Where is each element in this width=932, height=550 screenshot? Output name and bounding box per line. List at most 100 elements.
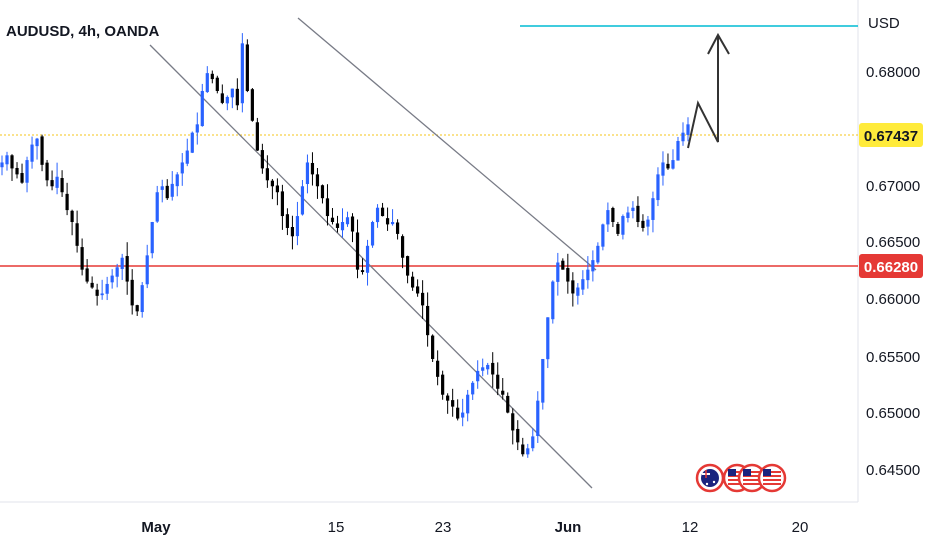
channel-upper-line[interactable] — [297, 17, 597, 271]
time-tick-label: May — [141, 519, 171, 536]
candle — [295, 201, 300, 246]
candle — [195, 112, 199, 145]
candle — [606, 202, 610, 232]
symbol-title[interactable]: AUDUSD, 4h, OANDA — [6, 23, 160, 40]
candle — [586, 256, 590, 289]
candle — [446, 393, 450, 414]
price-tags: 0.67437 0.66280 — [859, 123, 923, 278]
time-axis[interactable]: May 15 23 Jun 12 20 — [141, 519, 808, 536]
candle — [60, 170, 64, 197]
support-price-tag: 0.66280 — [859, 254, 923, 278]
channel-lower-line[interactable] — [149, 44, 593, 489]
price-axis[interactable]: USD 0.68000 0.67000 0.66500 0.66000 0.65500 0… — [866, 15, 920, 479]
candle — [5, 151, 9, 171]
candle — [0, 155, 4, 176]
candle — [511, 408, 515, 445]
candle — [15, 162, 19, 179]
candle — [205, 66, 209, 93]
candle — [451, 388, 455, 417]
candle — [556, 252, 560, 296]
price-tick-label: 0.64500 — [866, 462, 920, 479]
candle — [410, 271, 415, 291]
candle — [185, 138, 189, 167]
candle — [75, 210, 79, 253]
price-tick-label: 0.66000 — [866, 291, 920, 308]
candle — [636, 196, 640, 228]
candle — [666, 153, 670, 170]
candle — [481, 358, 485, 377]
candle — [486, 362, 490, 375]
price-tick-label: 0.67000 — [866, 178, 920, 195]
current-price-tag: 0.67437 — [859, 123, 923, 147]
candle — [611, 206, 615, 228]
usa-flag-icon[interactable] — [737, 463, 767, 493]
candle — [250, 87, 254, 122]
candle — [260, 143, 264, 174]
candle — [95, 283, 99, 306]
candle — [370, 220, 375, 248]
candle — [70, 209, 74, 236]
candle — [100, 279, 104, 300]
australia-flag-icon[interactable] — [695, 463, 725, 493]
descending-channel[interactable] — [149, 17, 597, 489]
candle — [641, 214, 645, 232]
candle — [626, 206, 630, 223]
support-price-label: 0.66280 — [864, 259, 918, 276]
candle — [170, 171, 174, 201]
candle — [671, 149, 675, 170]
candle — [110, 269, 114, 289]
candle — [385, 207, 390, 231]
time-tick-label: 15 — [328, 519, 345, 536]
candle — [125, 242, 129, 295]
candle — [235, 78, 239, 111]
candle — [30, 136, 34, 169]
candle — [551, 280, 555, 324]
projection-arrow[interactable] — [687, 32, 730, 149]
candle — [240, 33, 244, 113]
projection-path — [687, 35, 719, 149]
candle — [345, 211, 350, 227]
candle — [541, 358, 545, 410]
candle — [55, 162, 59, 195]
candle — [646, 215, 650, 236]
candle — [686, 117, 690, 142]
arrow-head — [707, 32, 730, 55]
candle — [230, 88, 234, 109]
candle — [190, 131, 194, 154]
candle — [90, 276, 94, 289]
candle — [405, 255, 410, 284]
usa-flag-icon[interactable] — [757, 463, 787, 493]
candle — [120, 253, 124, 280]
candle — [10, 154, 14, 181]
candle — [601, 223, 605, 251]
candle — [285, 208, 290, 236]
candle — [160, 179, 164, 203]
candle — [621, 214, 625, 240]
time-tick-label: 23 — [435, 519, 452, 536]
candle — [270, 178, 274, 200]
candle — [576, 283, 580, 305]
candle — [441, 370, 445, 400]
candle — [350, 213, 355, 243]
candle — [135, 304, 139, 316]
candle — [506, 392, 510, 414]
candle — [275, 178, 280, 206]
candle — [20, 163, 24, 184]
candle — [656, 167, 660, 207]
candle — [571, 272, 575, 307]
candle — [115, 263, 119, 288]
candle — [340, 208, 345, 238]
candle — [245, 39, 249, 93]
economic-events[interactable] — [695, 463, 787, 493]
currency-label: USD — [868, 15, 900, 32]
candle — [105, 276, 109, 301]
candle — [476, 360, 480, 389]
axes — [0, 0, 859, 503]
candle — [25, 156, 29, 193]
candle — [220, 84, 224, 105]
candle — [310, 152, 315, 186]
time-tick-label: 12 — [682, 519, 699, 536]
candle — [536, 391, 540, 444]
candle — [616, 221, 620, 237]
